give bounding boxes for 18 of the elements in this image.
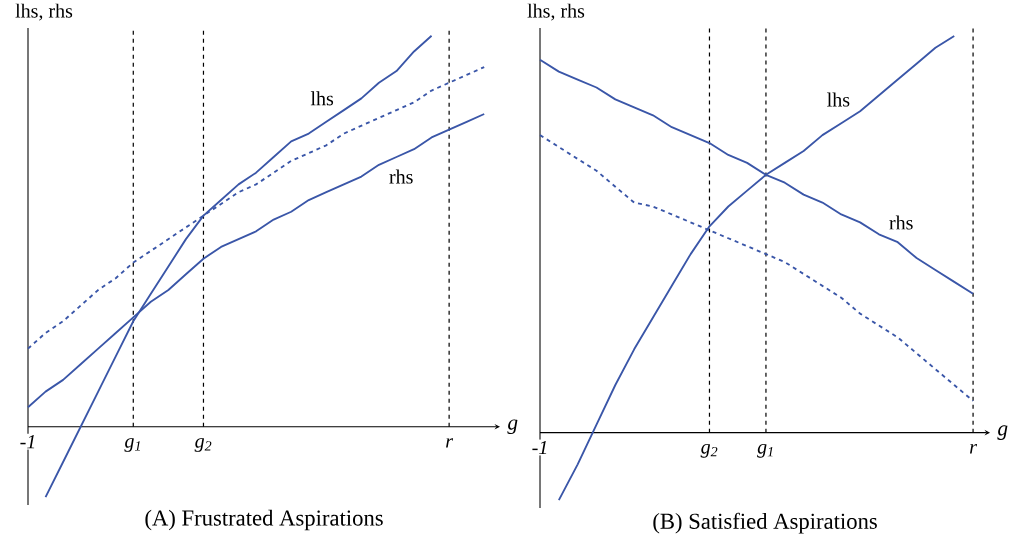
y-axis-title: lhs, rhs: [527, 3, 585, 21]
x-tick-label: g$_{2}$: [194, 438, 212, 452]
x-tick-label: -1: [20, 435, 35, 449]
y-axis-title: lhs, rhs: [15, 3, 73, 21]
x-axis-title: g: [997, 425, 1008, 440]
series-label: lhs: [310, 91, 334, 106]
x-tick-label: g$_{1}$: [124, 438, 140, 452]
x-tick-label: g$_{2}$: [700, 444, 718, 458]
series-label: rhs: [389, 169, 413, 184]
series-label: rhs: [889, 215, 913, 230]
x-tick-label: r: [969, 444, 978, 454]
x-tick-label: g$_{1}$: [757, 444, 773, 458]
x-tick-label: r: [446, 438, 454, 448]
series-label: lhs: [827, 92, 850, 107]
text: (B) Satisfied Aspirations: [653, 512, 877, 534]
x-tick-label: -1: [532, 440, 547, 455]
text: (A) Frustrated Aspirations: [145, 509, 383, 531]
x-axis-title: g: [507, 419, 518, 435]
